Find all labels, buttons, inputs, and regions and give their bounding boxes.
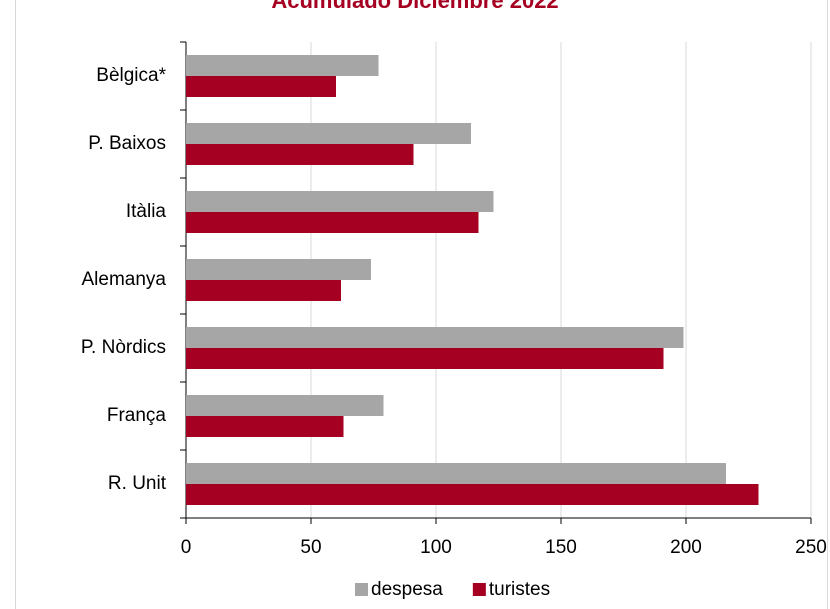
x-tick-label: 150 [545,537,577,558]
y-tick-label: Bèlgica* [96,65,166,86]
bar [186,55,379,76]
x-tick-label: 250 [795,537,827,558]
x-tick-label: 200 [670,537,702,558]
y-tick-label: Alemanya [82,269,167,290]
legend-label: turistes [489,579,550,600]
bar [186,191,494,212]
bar [186,395,384,416]
bar [186,280,341,301]
bar [186,348,664,369]
bar [186,463,726,484]
y-tick-label: Itàlia [126,201,167,222]
legend-swatch [472,583,486,596]
bar [186,416,344,437]
bar [186,76,336,97]
legend-label: despesa [371,579,443,600]
chart-border [15,0,828,609]
bar [186,123,471,144]
x-tick-label: 100 [420,537,452,558]
legend-swatch [355,583,368,596]
y-tick-label: P. Baixos [88,133,166,154]
y-tick-label: P. Nòrdics [81,337,166,358]
y-tick-label: R. Unit [108,473,167,494]
bar [186,144,414,165]
bar [186,327,684,348]
x-tick-label: 0 [181,537,192,558]
bar [186,259,371,280]
y-tick-label: França [107,405,167,426]
bar [186,484,759,505]
chart-title: Acumulado Diciembre 2022 [271,0,558,13]
x-tick-label: 50 [300,537,321,558]
bar [186,212,479,233]
